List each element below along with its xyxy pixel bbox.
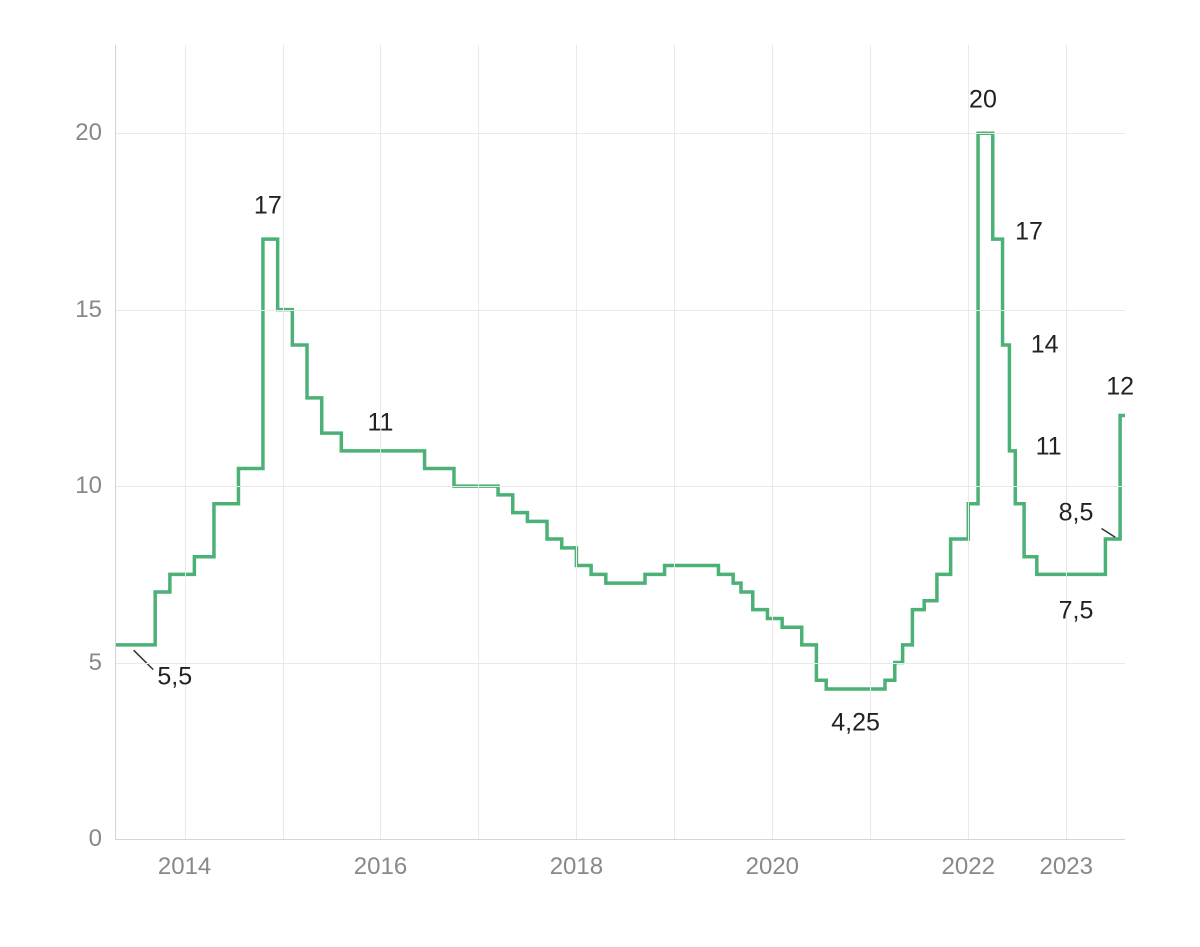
annotation-leader [1101,528,1115,537]
data-annotation: 11 [1036,433,1062,462]
gridline-vertical [283,45,284,839]
gridline-vertical [185,45,186,839]
rate-chart: 051015202014201620182020202220235,517114… [55,30,1150,900]
gridline-horizontal [116,486,1125,487]
gridline-horizontal [116,133,1125,134]
data-annotation: 17 [1015,218,1043,247]
gridline-vertical [1066,45,1067,839]
gridline-vertical [674,45,675,839]
x-axis-tick-label: 2018 [550,853,603,881]
annotation-leader [134,650,154,669]
y-axis-tick-label: 0 [89,825,102,853]
y-axis-tick-label: 20 [75,119,102,147]
data-annotation: 5,5 [157,662,192,691]
gridline-vertical [968,45,969,839]
gridline-vertical [772,45,773,839]
data-annotation: 20 [969,85,997,114]
gridline-vertical [576,45,577,839]
gridline-horizontal [116,310,1125,311]
x-axis-tick-label: 2023 [1040,853,1093,881]
data-annotation: 7,5 [1059,597,1094,626]
x-axis-tick-label: 2020 [746,853,799,881]
data-annotation: 14 [1031,330,1059,359]
y-axis-tick-label: 5 [89,649,102,677]
chart-svg [116,45,1125,839]
data-annotation: 8,5 [1059,498,1094,527]
gridline-horizontal [116,663,1125,664]
data-annotation: 11 [368,408,394,437]
gridline-vertical [380,45,381,839]
data-annotation: 17 [254,191,282,220]
y-axis-tick-label: 15 [75,296,102,324]
plot-area: 051015202014201620182020202220235,517114… [115,45,1125,840]
y-axis-tick-label: 10 [75,472,102,500]
x-axis-tick-label: 2014 [158,853,211,881]
gridline-vertical [478,45,479,839]
data-annotation: 12 [1106,373,1134,402]
data-annotation: 4,25 [831,708,880,737]
x-axis-tick-label: 2016 [354,853,407,881]
x-axis-tick-label: 2022 [942,853,995,881]
